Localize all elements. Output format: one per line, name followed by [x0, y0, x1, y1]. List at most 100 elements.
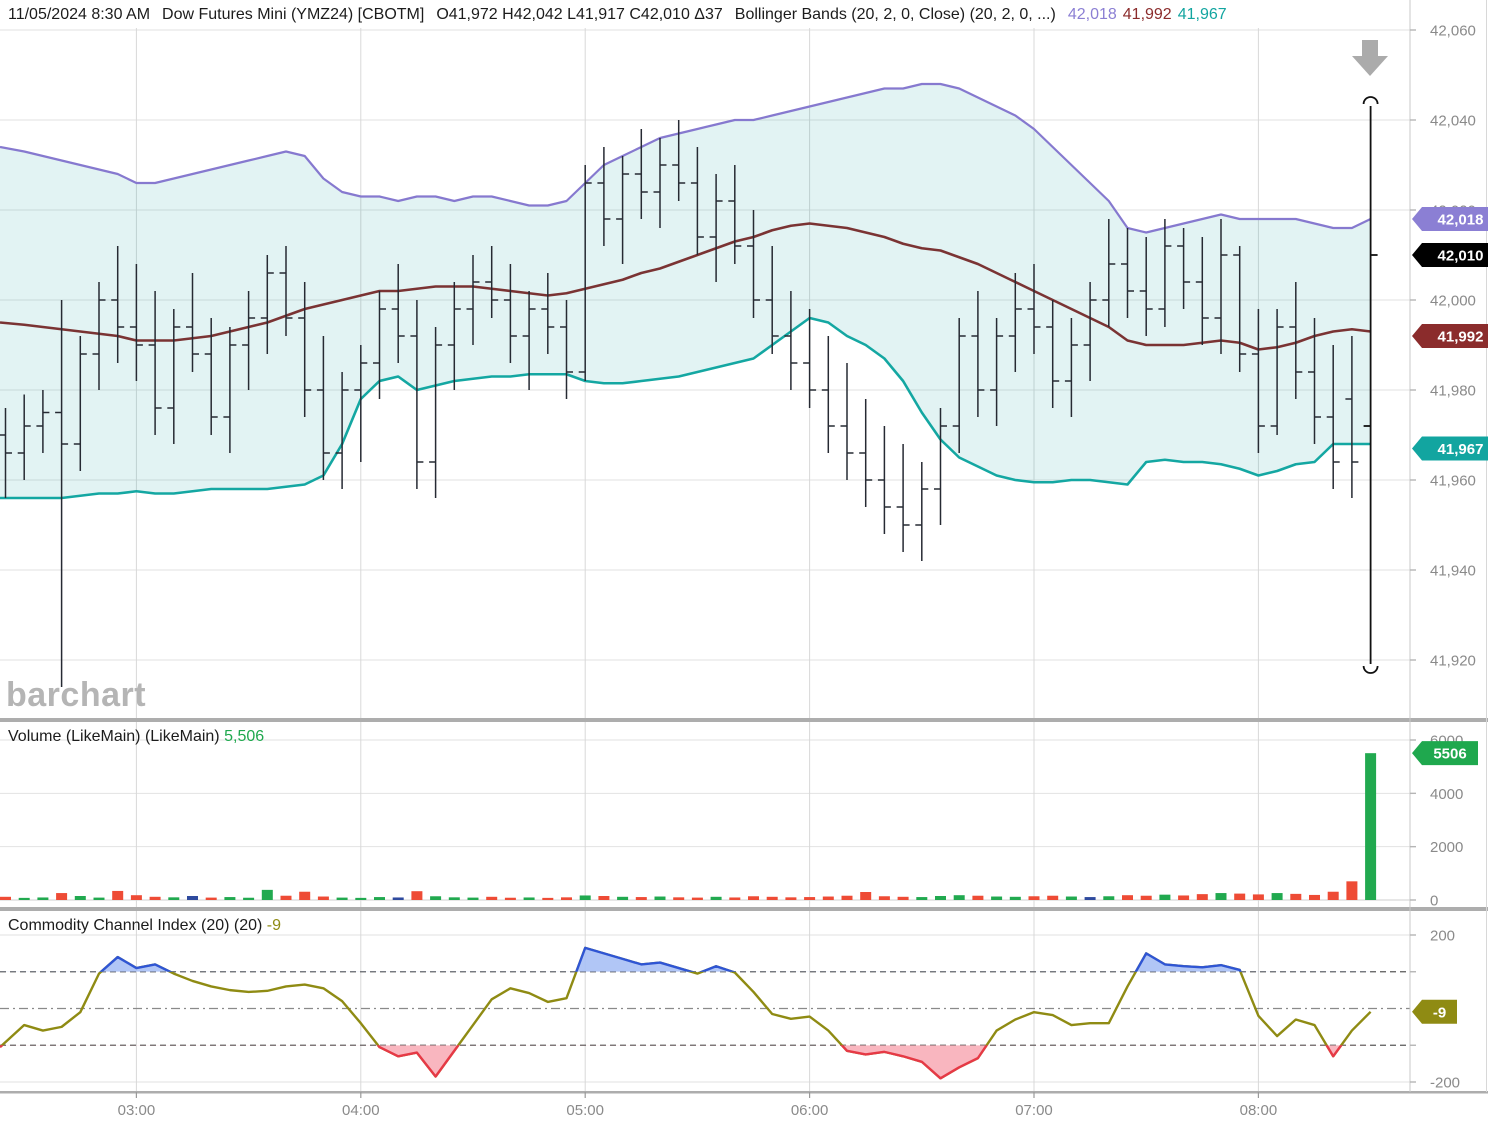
price-axis-label: 42,000: [1430, 293, 1476, 310]
volume-bar: [729, 897, 741, 900]
ohlc-bar: [821, 336, 835, 453]
volume-bar: [1252, 894, 1264, 900]
volume-bar: [467, 897, 479, 900]
volume-axis-label: 2000: [1430, 839, 1463, 856]
price-panel: [0, 40, 1388, 687]
volume-bar: [860, 892, 872, 900]
volume-bar: [878, 896, 890, 900]
ohlc-bar: [634, 129, 648, 219]
volume-bar: [991, 896, 1003, 900]
ohlc-bar: [0, 408, 12, 498]
ohlc-bar: [1102, 219, 1116, 327]
ohlc-bar: [503, 264, 517, 363]
volume-bar: [972, 895, 984, 900]
volume-bar: [149, 896, 161, 900]
svg-text:41,967: 41,967: [1438, 441, 1484, 458]
ohlc-bar: [952, 318, 966, 453]
header-ohlc-values: O41,972 H42,042 L41,917 C42,010 Δ37: [436, 6, 723, 23]
volume-bar: [187, 896, 198, 900]
volume-panel-label[interactable]: Volume (LikeMain) (LikeMain) 5,506: [8, 728, 264, 746]
ohlc-bar: [279, 246, 293, 336]
volume-bar: [916, 897, 928, 900]
ohlc-bar: [1046, 300, 1060, 408]
volume-bar: [1178, 895, 1190, 900]
header-study-label[interactable]: Bollinger Bands (20, 2, 0, Close) (20, 2…: [734, 6, 1056, 23]
volume-bar: [542, 897, 554, 900]
price-axis-label: 42,040: [1430, 113, 1476, 130]
ohlc-bar: [784, 291, 798, 390]
ohlc-bar: [1177, 228, 1191, 309]
ohlc-bar: [1064, 318, 1078, 417]
cci-current-value: -9: [266, 917, 282, 934]
volume-bar: [785, 897, 797, 900]
volume-bar: [243, 897, 255, 900]
ohlc-bar: [1270, 309, 1284, 435]
panel-separators: [0, 718, 1488, 1094]
ohlc-bar: [1362, 96, 1379, 674]
range-clip-bottom-hook: [1362, 665, 1379, 674]
header-band-middle-value: 41,992: [1122, 6, 1172, 23]
volume-bar: [299, 891, 311, 900]
scroll-to-latest-arrow-icon[interactable]: [1352, 40, 1388, 76]
time-axis-label: 07:00: [1015, 1102, 1053, 1119]
volume-bar: [710, 896, 722, 900]
ohlc-bar: [466, 255, 480, 345]
volume-bar: [1103, 896, 1115, 900]
price-axis-label: 41,920: [1430, 653, 1476, 670]
ohlc-bar: [934, 408, 947, 525]
volume-bar: [804, 897, 816, 900]
volume-bar: [56, 893, 68, 900]
ohlc-bar: [373, 291, 386, 399]
volume-bar: [486, 896, 498, 900]
ohlc-bar: [653, 138, 667, 228]
ohlc-bar: [73, 336, 87, 471]
ohlc-bar: [1083, 282, 1097, 381]
header-band-upper-value: 42,018: [1067, 6, 1117, 23]
ohlc-bar: [447, 282, 461, 390]
volume-bar: [1084, 897, 1096, 900]
ohlc-bar: [840, 363, 854, 480]
axis-value-badge: -9: [1412, 999, 1457, 1024]
time-axis-label: 06:00: [791, 1102, 829, 1119]
volume-bar: [336, 897, 348, 900]
cci-title: Commodity Channel Index (20) (20): [8, 917, 263, 934]
ohlc-bar: [242, 291, 256, 390]
ohlc-bar: [1326, 345, 1340, 489]
ohlc-bar: [167, 309, 181, 444]
cci-panel-label[interactable]: Commodity Channel Index (20) (20) -9: [8, 917, 281, 935]
volume-bar: [0, 896, 11, 900]
ohlc-bar: [186, 273, 199, 372]
ohlc-bar: [803, 309, 817, 408]
time-axis-label: 08:00: [1240, 1102, 1278, 1119]
ohlc-bar: [55, 300, 69, 687]
svg-text:42,018: 42,018: [1438, 212, 1484, 229]
volume-bar: [1122, 895, 1133, 900]
volume-bar: [897, 896, 909, 900]
right-axis: 42,06042,04042,02042,00041,98041,96041,9…: [118, 0, 1488, 1119]
volume-bar: [953, 895, 965, 900]
ohlc-bar: [616, 156, 630, 264]
ohlc-bar: [17, 394, 31, 480]
header-band-lower-value: 41,967: [1177, 6, 1227, 23]
ohlc-bar: [1289, 282, 1303, 399]
volume-bar: [317, 896, 329, 900]
volume-bar: [1028, 896, 1040, 900]
volume-bar: [1009, 896, 1021, 900]
volume-bar: [1140, 895, 1152, 900]
axis-value-badge: 41,992: [1412, 324, 1488, 348]
volume-bar: [598, 896, 610, 900]
volume-panel: [0, 753, 1377, 900]
volume-axis-label: 4000: [1430, 786, 1463, 803]
time-axis-label: 03:00: [118, 1102, 156, 1119]
ohlc-bar: [990, 318, 1004, 426]
volume-bar: [430, 896, 442, 900]
volume-bar: [1065, 896, 1077, 900]
volume-current-value: 5,506: [224, 728, 265, 745]
volume-bar: [1196, 894, 1208, 900]
volume-axis-label: 0: [1430, 893, 1438, 910]
volume-bar: [617, 896, 629, 900]
volume-bar: [1215, 893, 1227, 900]
volume-bar: [261, 889, 273, 900]
ohlc-bar: [129, 264, 143, 381]
